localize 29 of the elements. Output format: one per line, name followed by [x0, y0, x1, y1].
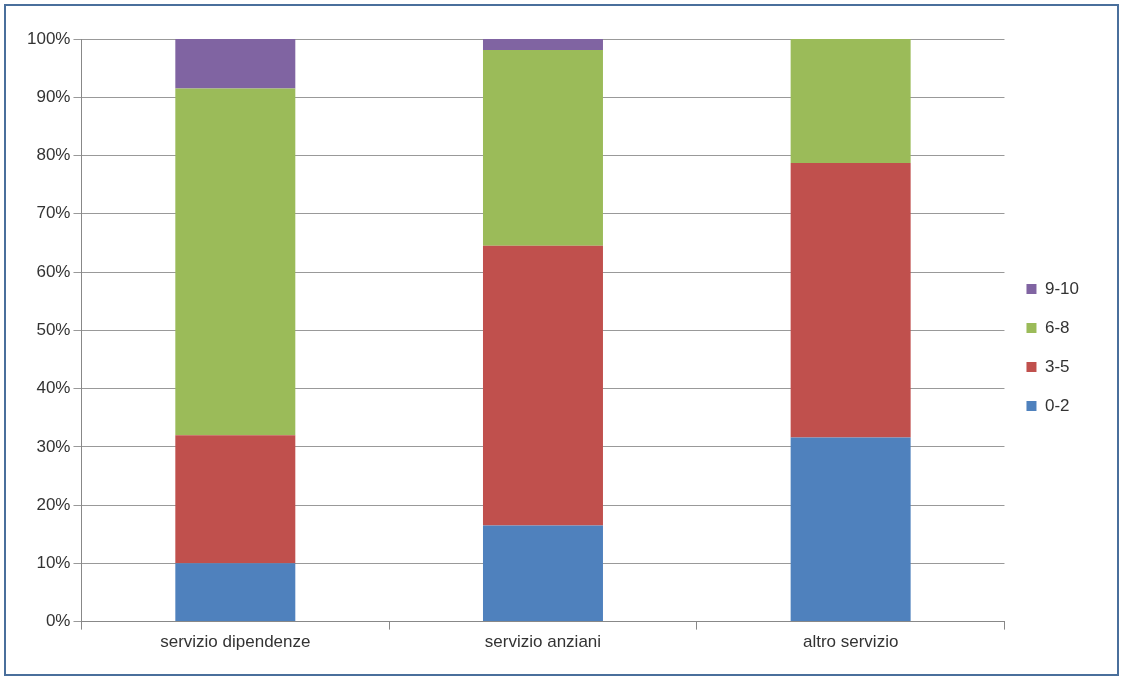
y-tick-label: 70%: [36, 203, 71, 223]
y-tick-label: 20%: [36, 494, 71, 514]
y-tick-label: 30%: [36, 436, 71, 456]
bar: [482, 525, 603, 622]
y-tick-label: 90%: [36, 86, 71, 106]
bar: [175, 435, 296, 564]
bar: [482, 50, 603, 246]
y-tick-label: 10%: [36, 553, 71, 573]
legend-label: 9-10: [1044, 278, 1080, 298]
x-tick-label: servizio anziani: [484, 632, 602, 652]
bar: [175, 88, 296, 436]
bar: [790, 437, 911, 622]
y-tick-label: 60%: [36, 261, 71, 281]
legend-label: 3-5: [1044, 356, 1070, 376]
bar: [790, 39, 911, 164]
bar: [175, 39, 296, 89]
bar: [790, 163, 911, 438]
bar: [482, 245, 603, 526]
legend-label: 0-2: [1044, 395, 1070, 415]
y-tick-label: 50%: [36, 319, 71, 339]
y-tick-label: 80%: [36, 145, 71, 165]
legend-label: 6-8: [1044, 317, 1070, 337]
bar: [175, 563, 296, 622]
y-tick-label: 0%: [45, 611, 71, 631]
x-tick-label: altro servizio: [802, 632, 899, 652]
y-tick-label: 40%: [36, 378, 71, 398]
x-tick-label: servizio dipendenze: [160, 632, 311, 652]
y-tick-label: 100%: [27, 28, 71, 48]
bar: [482, 39, 603, 51]
